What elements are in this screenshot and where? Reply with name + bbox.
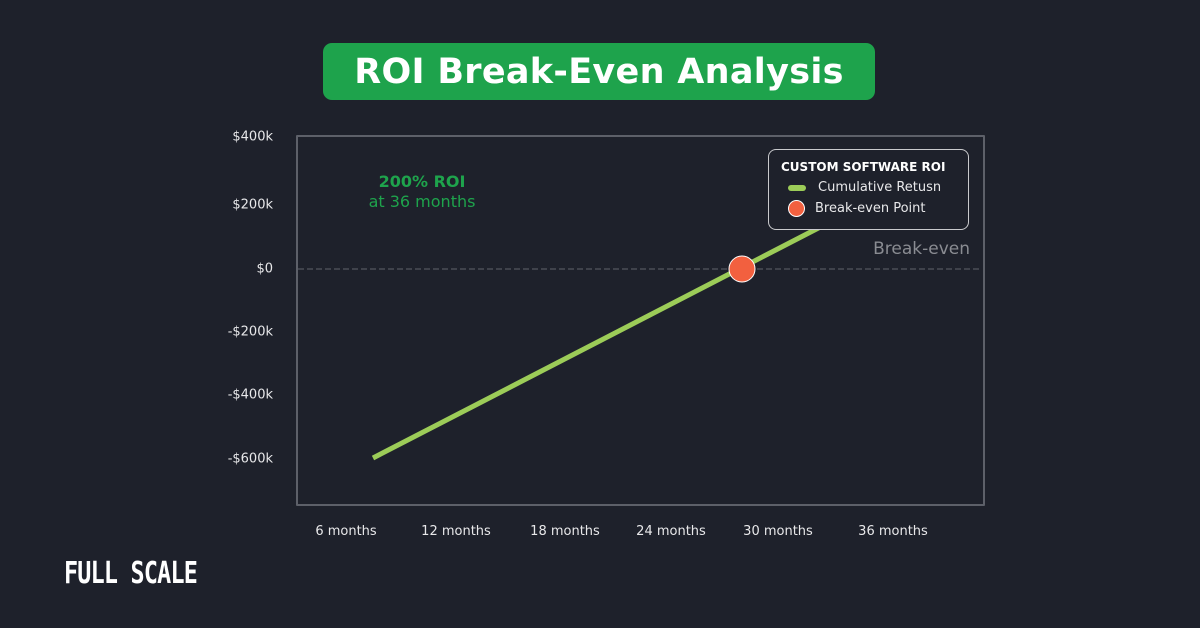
x-tick: 30 months	[743, 524, 813, 539]
legend-item-break-even-point: Break-even Point	[781, 198, 956, 219]
legend: CUSTOM SOFTWARE ROI Cumulative Retusn Br…	[768, 149, 969, 230]
legend-item-cumulative-return: Cumulative Retusn	[781, 177, 956, 198]
legend-label: Cumulative Retusn	[818, 180, 942, 195]
x-tick: 36 months	[858, 524, 928, 539]
dot-swatch-icon	[788, 200, 805, 217]
x-tick: 12 months	[421, 524, 491, 539]
brand-logo: FULL SCALE	[64, 556, 198, 591]
line-swatch-icon	[788, 184, 806, 191]
plot-area	[296, 135, 985, 506]
x-tick: 24 months	[636, 524, 706, 539]
y-tick: -$400k	[227, 387, 273, 403]
break-even-label: Break-even	[873, 239, 970, 259]
y-tick: $400k	[232, 129, 273, 145]
y-tick: $0	[256, 261, 273, 277]
x-tick: 18 months	[530, 524, 600, 539]
y-tick: -$600k	[227, 451, 273, 467]
y-tick: -$200k	[227, 324, 273, 340]
y-tick: $200k	[232, 197, 273, 213]
roi-subline: at 36 months	[368, 192, 476, 211]
chart-title: ROI Break-Even Analysis	[354, 51, 844, 92]
roi-headline: 200% ROI	[378, 172, 466, 191]
roi-annotation: 200% ROI at 36 months	[369, 172, 476, 212]
x-tick: 6 months	[315, 524, 377, 539]
legend-label: Break-even Point	[815, 201, 926, 216]
title-banner: ROI Break-Even Analysis	[323, 43, 875, 100]
legend-title: CUSTOM SOFTWARE ROI	[781, 160, 946, 174]
